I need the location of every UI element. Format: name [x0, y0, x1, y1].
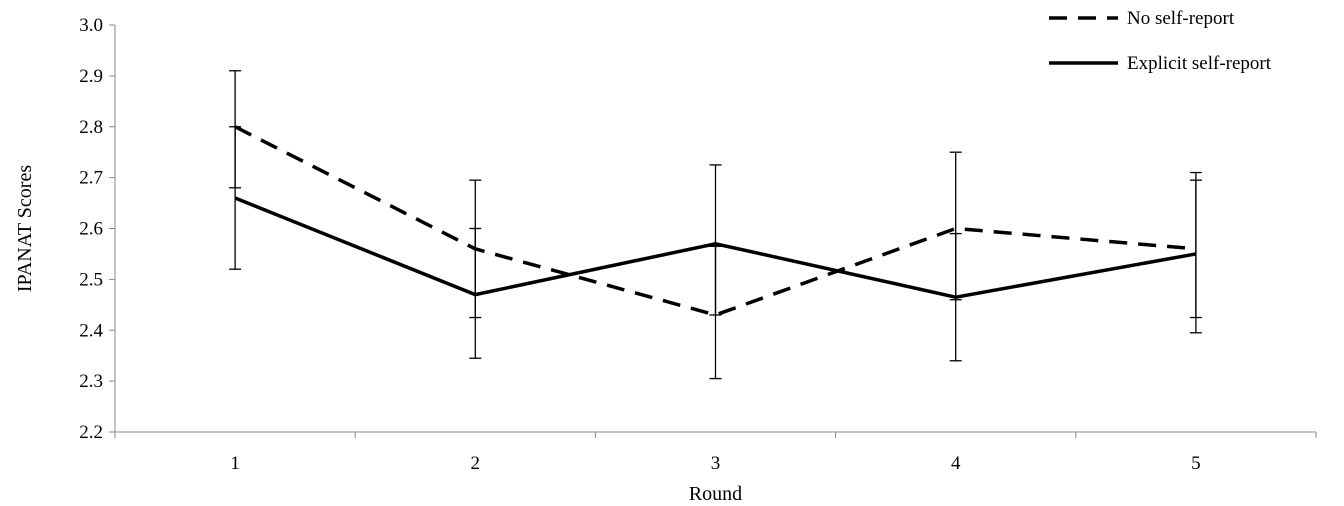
- series-line-explicit-self-report: [234, 196, 1197, 299]
- y-tick-label: 2.3: [79, 371, 103, 392]
- error-bars: [229, 70, 1202, 380]
- legend-label: Explicit self-report: [1127, 53, 1272, 74]
- x-tick-label: 3: [711, 453, 721, 474]
- y-tick-label: 2.5: [79, 269, 103, 290]
- y-tick-label: 2.4: [79, 320, 103, 341]
- x-tick-label: 4: [951, 453, 961, 474]
- y-axis: 2.2 2.3 2.4 2.5 2.6 2.7 2.8 2.9 3.0: [79, 15, 116, 443]
- x-tick-label: 5: [1191, 453, 1201, 474]
- y-axis-label: IPANAT Scores: [14, 165, 36, 292]
- x-axis-label: Round: [689, 483, 742, 505]
- y-tick-label: 2.9: [79, 66, 103, 87]
- x-tick-label: 1: [230, 453, 240, 474]
- x-tick-label: 2: [471, 453, 481, 474]
- series-lines: [234, 125, 1197, 317]
- y-tick-label: 3.0: [79, 15, 103, 36]
- legend: No self-report Explicit self-report: [1049, 8, 1272, 74]
- legend-label: No self-report: [1127, 8, 1235, 29]
- y-tick-label: 2.6: [79, 219, 103, 240]
- x-axis: 1 2 3 4 5: [114, 431, 1317, 474]
- y-tick-label: 2.7: [79, 168, 103, 189]
- y-tick-label: 2.8: [79, 117, 103, 138]
- series-line-no-self-report: [234, 125, 1197, 317]
- y-tick-label: 2.2: [79, 422, 103, 443]
